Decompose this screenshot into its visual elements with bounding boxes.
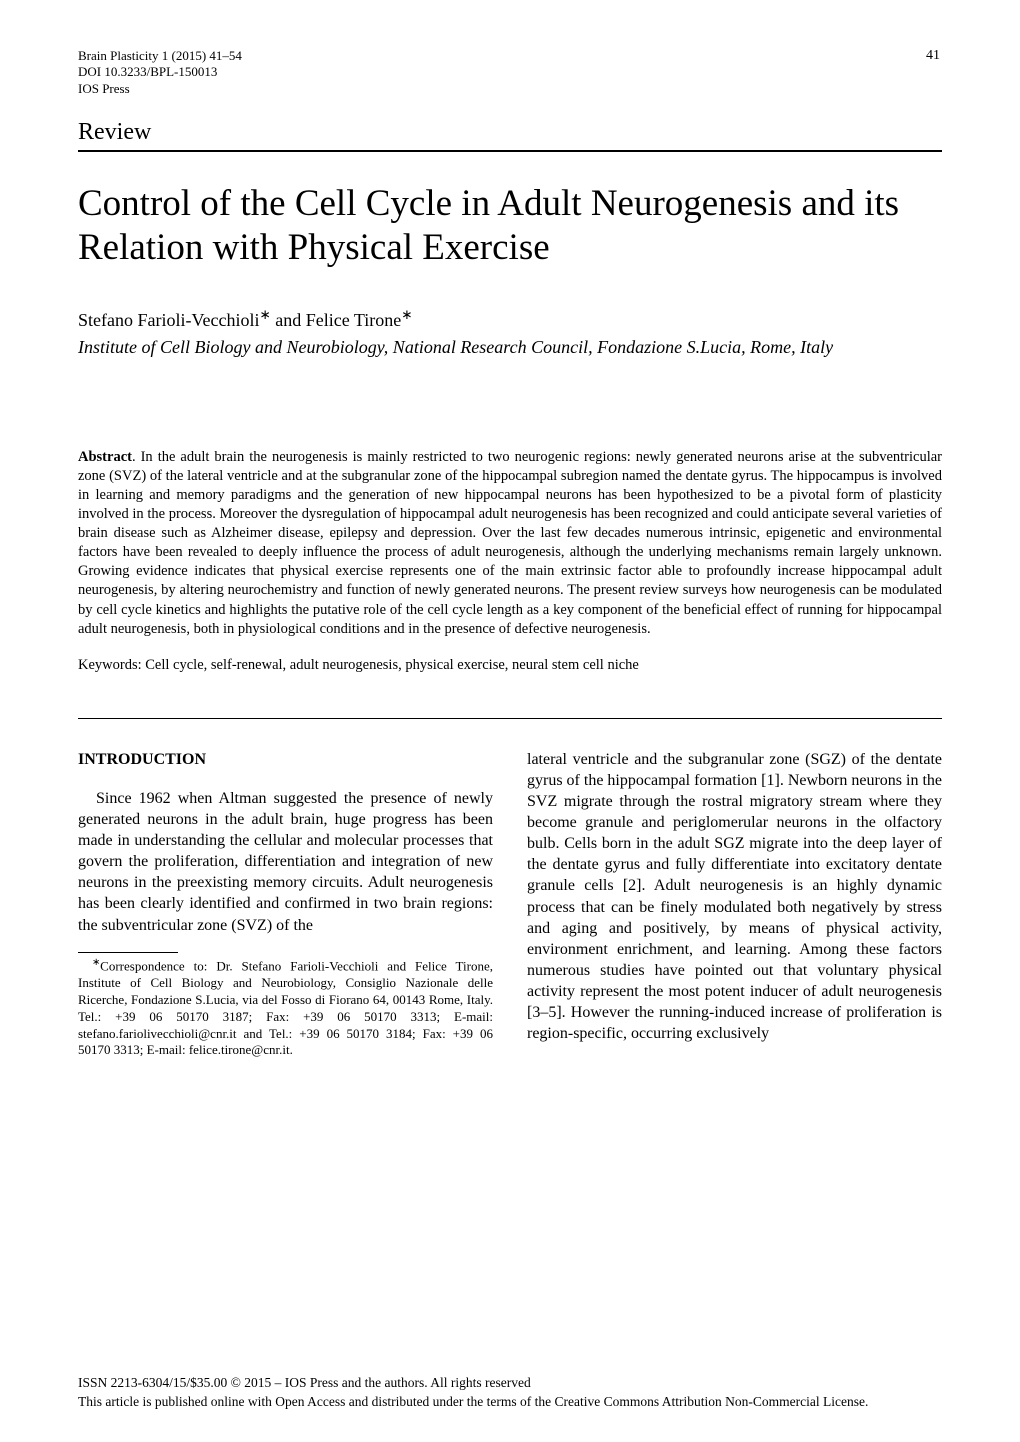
page: 41 Brain Plasticity 1 (2015) 41–54 DOI 1… — [0, 0, 1020, 1442]
author-2: Felice Tirone — [306, 310, 402, 330]
author-1-sup: ∗ — [259, 307, 270, 322]
journal-line: Brain Plasticity 1 (2015) 41–54 — [78, 48, 942, 64]
rule-top-2 — [78, 151, 942, 152]
column-right: lateral ventricle and the subgranular zo… — [527, 749, 942, 1060]
footnote-text: Correspondence to: Dr. Stefano Farioli-V… — [78, 958, 493, 1057]
para-col2-1: lateral ventricle and the subgranular zo… — [527, 749, 942, 1045]
abstract: Abstract. In the adult brain the neuroge… — [78, 448, 942, 639]
journal-header: Brain Plasticity 1 (2015) 41–54 DOI 10.3… — [78, 48, 942, 97]
rule-mid — [78, 718, 942, 719]
page-number: 41 — [926, 48, 940, 64]
license-line: This article is published online with Op… — [78, 1392, 942, 1412]
body-columns: INTRODUCTION Since 1962 when Altman sugg… — [78, 749, 942, 1060]
section-heading-introduction: INTRODUCTION — [78, 749, 493, 770]
author-2-sup: ∗ — [401, 307, 412, 322]
author-1: Stefano Farioli-Vecchioli — [78, 310, 259, 330]
author-sep: and — [271, 310, 306, 330]
article-type-label: Review — [78, 119, 942, 146]
page-bottom: ISSN 2213-6304/15/$35.00 © 2015 – IOS Pr… — [78, 1373, 942, 1412]
affiliation: Institute of Cell Biology and Neurobiolo… — [78, 337, 942, 358]
article-title: Control of the Cell Cycle in Adult Neuro… — [78, 182, 942, 271]
authors: Stefano Farioli-Vecchioli∗ and Felice Ti… — [78, 307, 942, 331]
keywords: Keywords: Cell cycle, self-renewal, adul… — [78, 657, 942, 674]
footnote-marker: ∗ — [92, 957, 100, 968]
footnote-rule — [78, 952, 178, 953]
abstract-label: Abstract — [78, 449, 132, 465]
issn-line: ISSN 2213-6304/15/$35.00 © 2015 – IOS Pr… — [78, 1373, 942, 1393]
para-col1-1: Since 1962 when Altman suggested the pre… — [78, 788, 493, 936]
abstract-text: . In the adult brain the neurogenesis is… — [78, 449, 942, 637]
correspondence-footnote: ∗Correspondence to: Dr. Stefano Farioli-… — [78, 957, 493, 1060]
publisher-line: IOS Press — [78, 81, 942, 97]
doi-line: DOI 10.3233/BPL-150013 — [78, 64, 942, 80]
column-left: INTRODUCTION Since 1962 when Altman sugg… — [78, 749, 493, 1060]
